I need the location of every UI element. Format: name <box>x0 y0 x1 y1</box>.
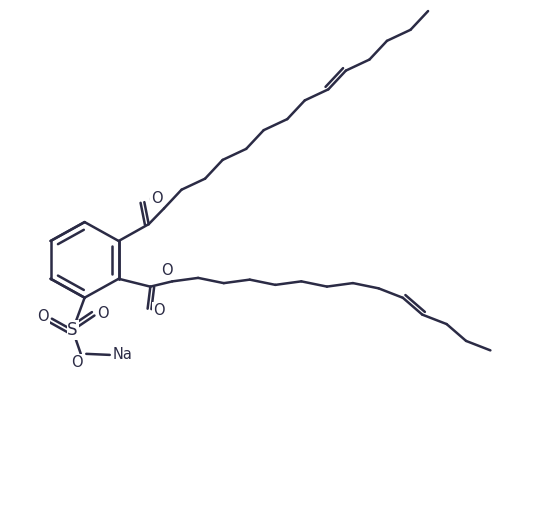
Text: O: O <box>153 303 164 318</box>
Text: Na: Na <box>112 348 132 362</box>
Text: O: O <box>97 306 109 321</box>
Text: O: O <box>151 192 163 206</box>
Text: S: S <box>67 321 78 339</box>
Text: O: O <box>161 264 173 278</box>
Text: O: O <box>149 193 160 208</box>
Text: O: O <box>71 355 83 370</box>
Text: O: O <box>37 309 49 324</box>
